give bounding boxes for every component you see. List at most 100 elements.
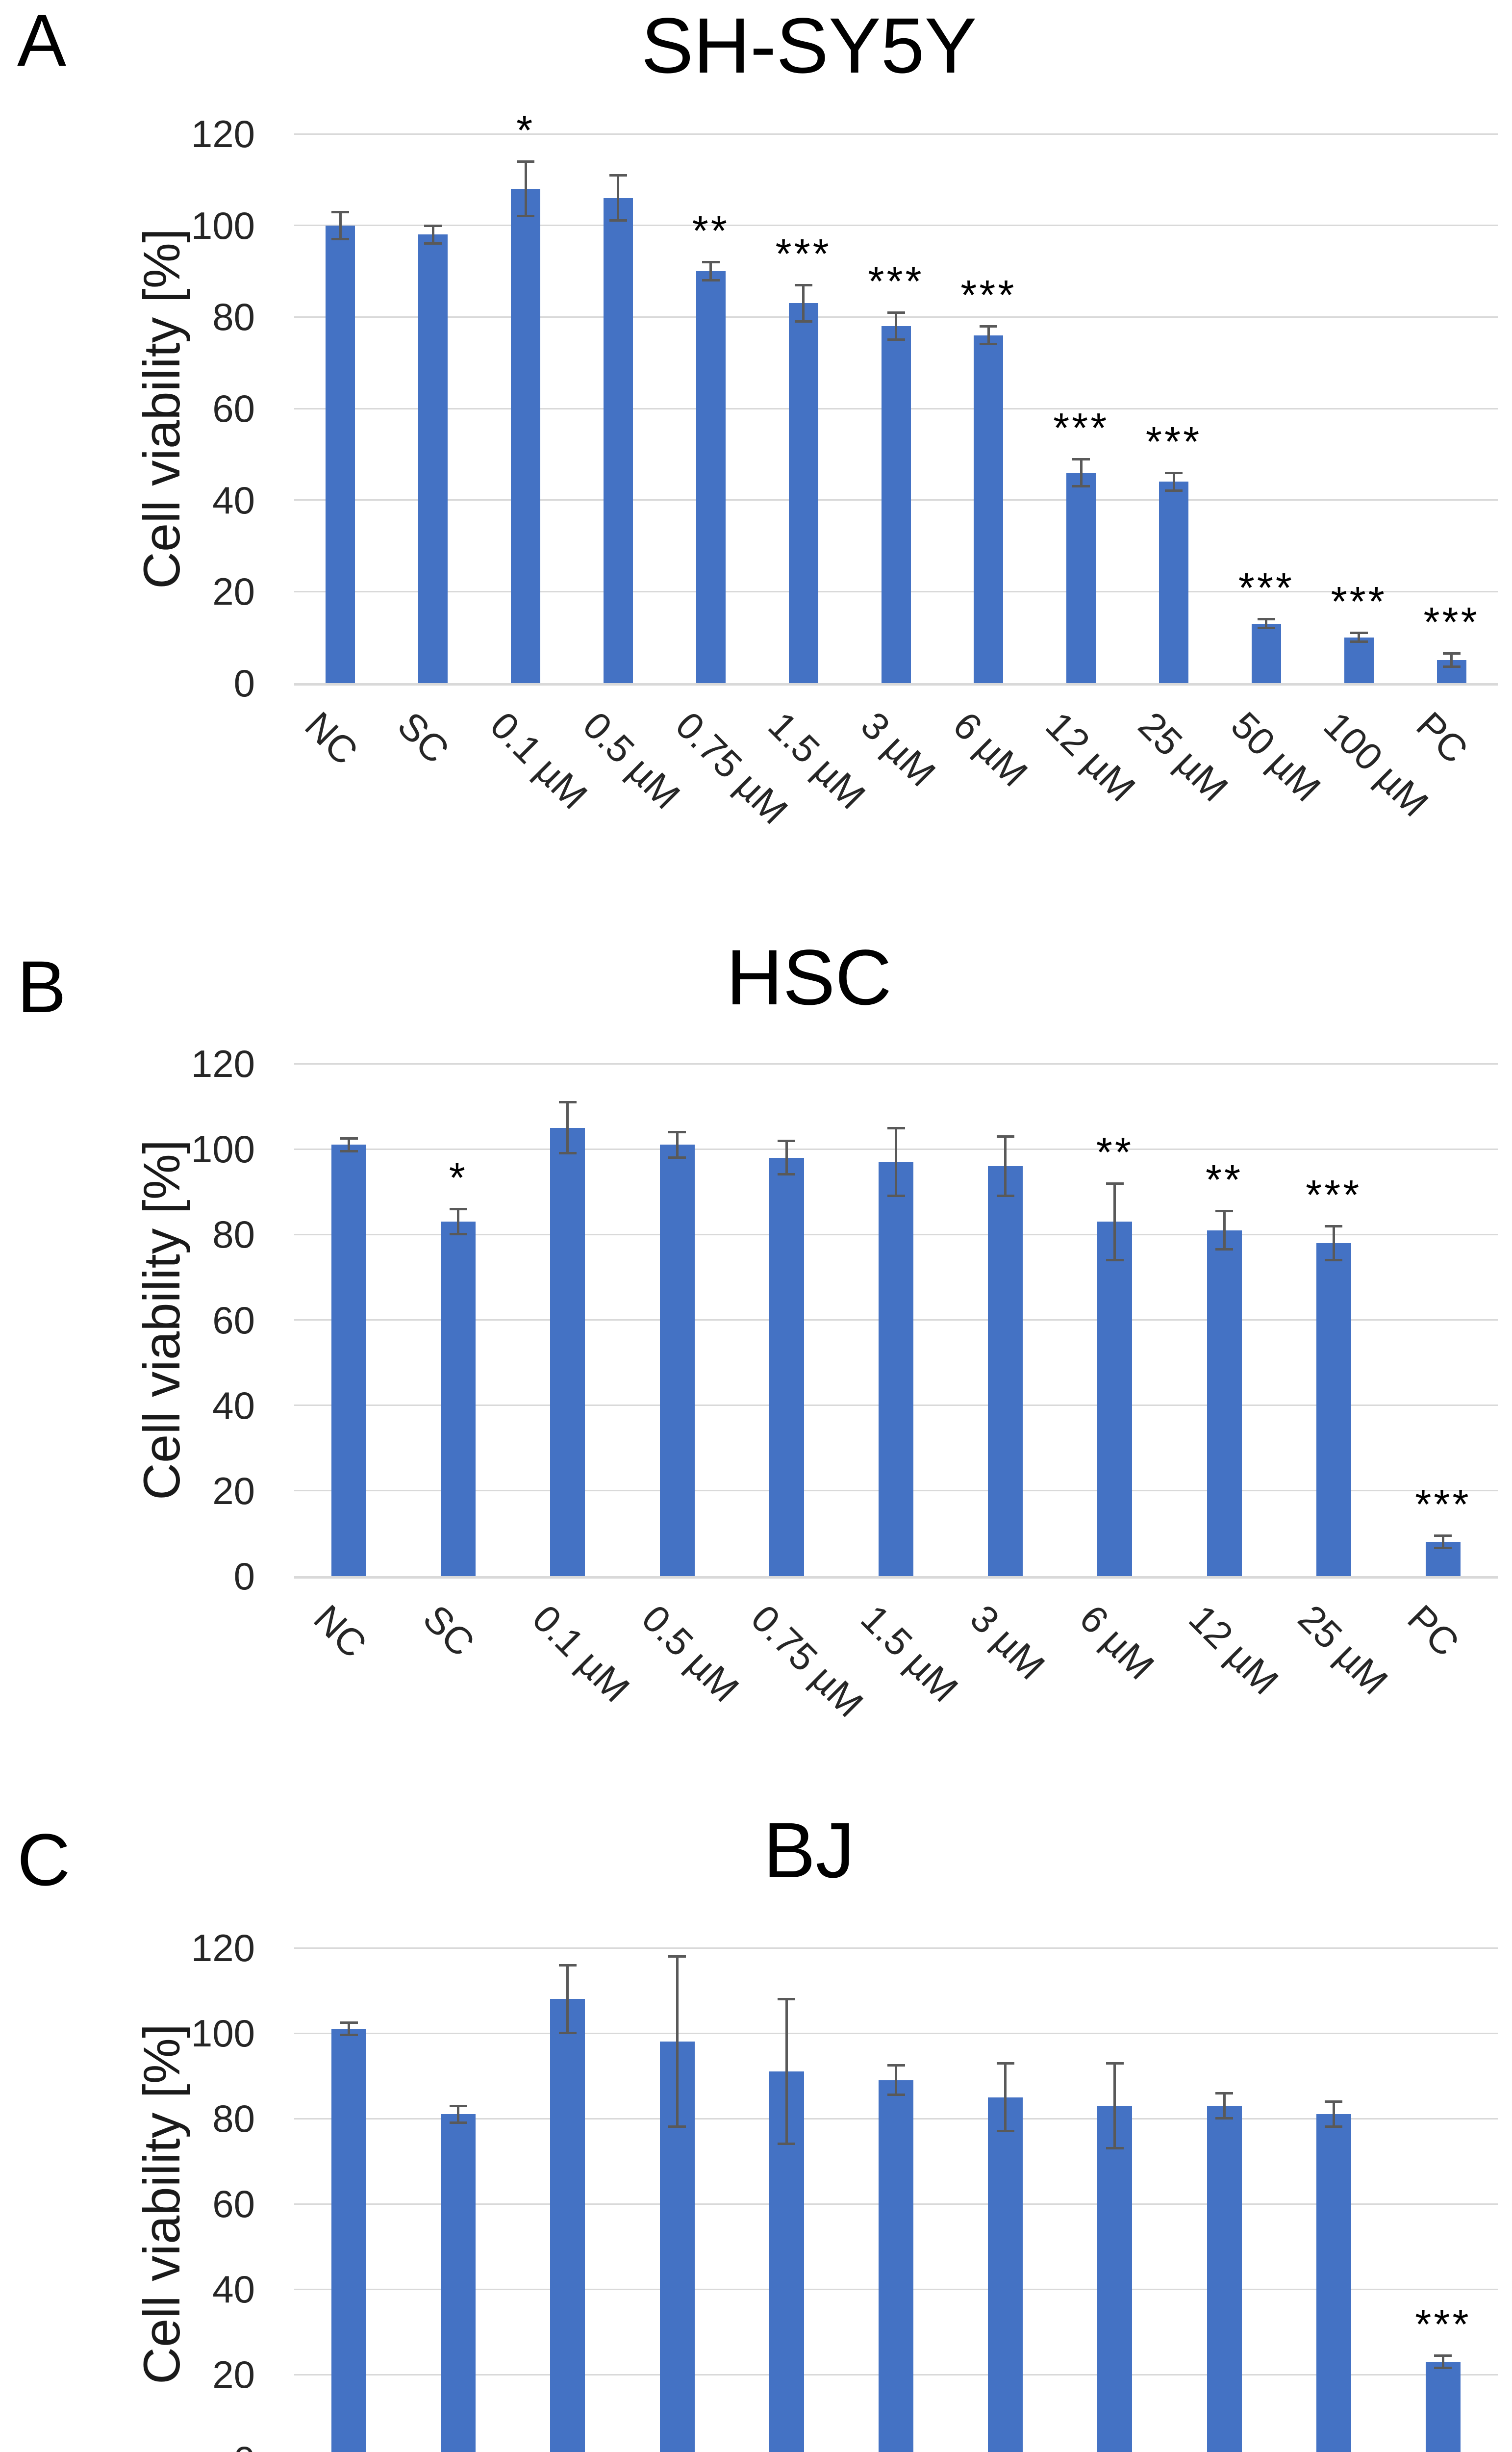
chart-title: SH-SY5Y [641,1,977,89]
error-bar-cap [1072,458,1090,460]
bar [1316,2114,1351,2452]
y-tick-label: 60 [212,387,255,430]
bar [1316,1243,1351,1576]
bar [603,198,633,683]
error-bar-cap [558,1151,577,1154]
bar [511,189,541,683]
x-tick-label: NC [305,1596,375,1666]
bar [696,271,726,683]
error-bar [895,312,897,340]
error-bar-cap [1325,1258,1343,1261]
error-bar-cap [609,219,627,222]
error-bar-cap [449,1208,467,1211]
error-bar [676,1956,679,2127]
y-tick-label: 120 [191,1926,255,1969]
error-bar [1113,1183,1116,1260]
error-bar-cap [340,1137,358,1140]
bar [1251,623,1281,683]
error-bar-cap [1325,1225,1343,1227]
x-tick-label: 0.1 µM [524,1596,638,1711]
y-tick-label: 100 [191,1127,255,1171]
bar [988,1166,1023,1576]
bar [769,1157,804,1576]
error-bar-cap [1257,627,1275,629]
bar [881,326,911,683]
error-bar-cap [1350,632,1368,635]
x-tick-label: 0.5 µM [575,703,689,817]
y-tick-label: 60 [212,1298,255,1342]
error-bar-cap [558,1964,577,1967]
error-bar-cap [449,2104,467,2107]
error-bar [676,1132,679,1158]
bar [441,1222,476,1576]
error-bar-cap [996,1135,1014,1138]
error-bar [1172,472,1175,491]
x-tick-label: 3 µM [852,703,944,795]
bar [550,1999,585,2452]
bar [1097,2105,1133,2452]
error-bar-cap [668,1131,686,1134]
error-bar [348,2022,351,2036]
error-bar-cap [980,325,998,328]
error-bar-cap [887,2094,905,2096]
error-bar-cap [1434,2354,1452,2357]
x-tick-label: 3 µM [961,1596,1053,1688]
bar [331,2029,367,2452]
significance-label: *** [1053,405,1109,452]
x-tick-label: 6 µM [945,703,1036,795]
error-bar-cap [1434,1534,1452,1537]
error-bar-cap [887,1126,905,1129]
chart-title: BJ [763,1806,855,1894]
y-axis-title: Cell viability [%] [133,1139,191,1500]
error-bar-cap [1442,665,1461,668]
error-bar-cap [1350,640,1368,643]
bar [1097,1222,1133,1576]
error-bar-cap [778,1139,796,1142]
error-bar [1080,459,1083,486]
error-bar [1265,619,1268,628]
x-tick-label: 12 µM [1181,1596,1287,1703]
error-bar-cap [1106,1182,1124,1185]
significance-label: *** [1145,418,1202,465]
x-tick-label: 50 µM [1223,703,1329,810]
error-bar [1441,2355,1444,2368]
bar [788,303,818,683]
x-tick-label: 25 µM [1290,1596,1397,1703]
y-axis-title: Cell viability [%] [133,2023,191,2384]
significance-label: ** [692,208,730,255]
significance-label: * [449,1155,468,1202]
error-bar-cap [340,2034,358,2037]
error-bar [1004,2063,1007,2132]
error-bar-cap [558,2032,577,2034]
error-bar-cap [331,210,350,213]
error-bar-cap [1325,2125,1343,2128]
error-bar-cap [517,160,535,163]
bar [1344,637,1374,683]
significance-label: *** [1331,579,1387,626]
error-bar-cap [1434,2366,1452,2369]
panel-label: C [17,1818,71,1901]
y-tick-label: 40 [212,2268,255,2311]
error-bar-cap [887,2064,905,2067]
y-tick-label: 20 [212,570,255,613]
bar [988,2097,1023,2452]
y-axis-title: Cell viability [%] [133,228,191,589]
error-bar [1223,1211,1226,1250]
error-bar-cap [449,2121,467,2124]
error-bar-cap [1215,1248,1234,1251]
x-tick-label: SC [415,1596,483,1665]
error-bar-cap [340,2021,358,2024]
y-tick-label: 0 [0,2441,255,2452]
error-bar-cap [668,1156,686,1159]
error-bar-cap [1106,2062,1124,2065]
chart-title: HSC [726,933,892,1021]
bar [441,2114,476,2452]
bar [1066,472,1096,683]
x-tick-label: 6 µM [1071,1596,1163,1688]
bar [1425,2361,1461,2452]
error-bar-cap [1106,1258,1124,1261]
error-bar-cap [887,1194,905,1197]
x-tick-label: PC [1399,1596,1468,1665]
error-bar-cap [794,320,812,323]
bar [879,1162,913,1576]
